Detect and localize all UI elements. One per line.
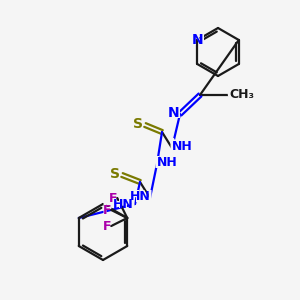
Text: NH: NH	[157, 157, 177, 169]
Text: F: F	[108, 190, 119, 206]
Text: N: N	[191, 33, 203, 47]
Text: F: F	[103, 203, 112, 217]
Text: N: N	[190, 31, 205, 49]
Text: F: F	[109, 191, 118, 205]
Text: HN: HN	[110, 196, 136, 211]
Text: HN: HN	[112, 197, 134, 211]
Text: NH: NH	[172, 140, 192, 152]
Text: S: S	[110, 167, 120, 181]
Text: F: F	[102, 218, 113, 233]
Text: N: N	[167, 104, 181, 122]
Text: F: F	[103, 220, 112, 232]
Text: NH: NH	[154, 155, 181, 170]
Text: S: S	[133, 117, 143, 131]
Text: CH₃: CH₃	[230, 88, 254, 101]
Text: HN: HN	[127, 190, 154, 205]
Text: S: S	[109, 165, 121, 183]
Text: N: N	[168, 106, 180, 120]
Text: F: F	[102, 202, 113, 217]
Text: HN: HN	[130, 190, 150, 203]
Text: CH₃: CH₃	[226, 88, 258, 103]
Text: NH: NH	[169, 139, 196, 154]
Text: S: S	[132, 115, 144, 133]
